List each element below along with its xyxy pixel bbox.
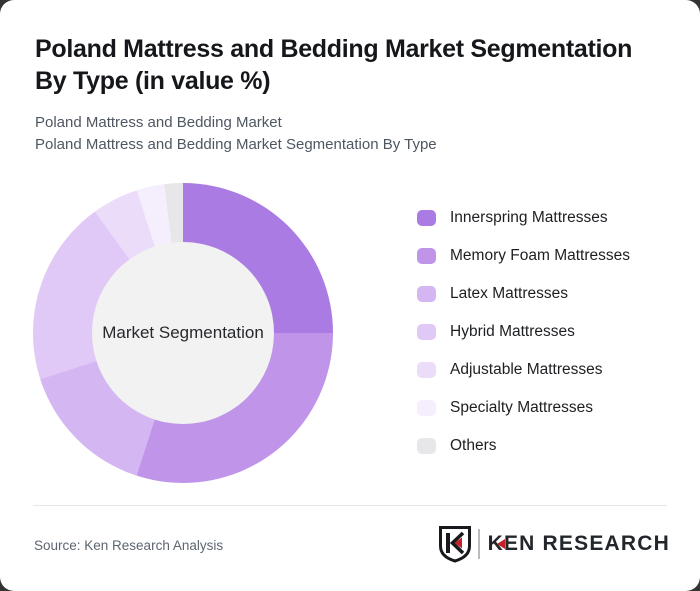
- legend-swatch: [417, 210, 436, 226]
- legend-swatch: [417, 286, 436, 302]
- chart-subtitle: Poland Mattress and Bedding Market Polan…: [35, 112, 437, 156]
- legend: Innerspring Mattresses Memory Foam Mattr…: [417, 199, 630, 465]
- title-line-1: Poland Mattress and Bedding Market Segme…: [35, 35, 633, 63]
- legend-swatch: [417, 438, 436, 454]
- legend-swatch: [417, 324, 436, 340]
- legend-item: Memory Foam Mattresses: [417, 237, 630, 275]
- donut-hole: Market Segmentation: [92, 242, 274, 424]
- legend-swatch: [417, 400, 436, 416]
- shield-k-icon: [438, 526, 471, 563]
- logo-divider-bar: [477, 529, 480, 559]
- legend-label: Memory Foam Mattresses: [450, 247, 631, 264]
- legend-label: Others: [450, 437, 497, 454]
- legend-item: Latex Mattresses: [417, 275, 630, 313]
- legend-item: Hybrid Mattresses: [417, 313, 630, 351]
- subtitle-line-2: Poland Mattress and Bedding Market Segme…: [35, 136, 437, 153]
- ken-research-logo: KEN RESEARCH: [438, 524, 670, 564]
- logo-wordmark: KEN RESEARCH: [487, 532, 670, 555]
- legend-item: Innerspring Mattresses: [417, 199, 630, 237]
- donut-chart: Market Segmentation: [33, 183, 333, 483]
- footer-divider: [33, 505, 667, 506]
- legend-swatch: [417, 362, 436, 378]
- legend-label: Latex Mattresses: [450, 285, 569, 302]
- legend-item: Specialty Mattresses: [417, 389, 630, 427]
- source-note: Source: Ken Research Analysis: [34, 538, 224, 553]
- subtitle-line-1: Poland Mattress and Bedding Market: [35, 114, 282, 131]
- legend-label: Hybrid Mattresses: [450, 323, 575, 340]
- wordmark-red-triangle: [496, 539, 505, 549]
- page-title: Poland Mattress and Bedding Market Segme…: [35, 33, 632, 97]
- legend-item: Adjustable Mattresses: [417, 351, 630, 389]
- legend-swatch: [417, 248, 436, 264]
- donut-center-label: Market Segmentation: [102, 323, 264, 342]
- logo-red-triangle: [454, 537, 462, 549]
- legend-item: Others: [417, 427, 630, 465]
- legend-label: Innerspring Mattresses: [450, 209, 608, 226]
- title-line-2: By Type (in value %): [35, 67, 271, 95]
- legend-label: Specialty Mattresses: [450, 399, 593, 416]
- legend-label: Adjustable Mattresses: [450, 361, 603, 378]
